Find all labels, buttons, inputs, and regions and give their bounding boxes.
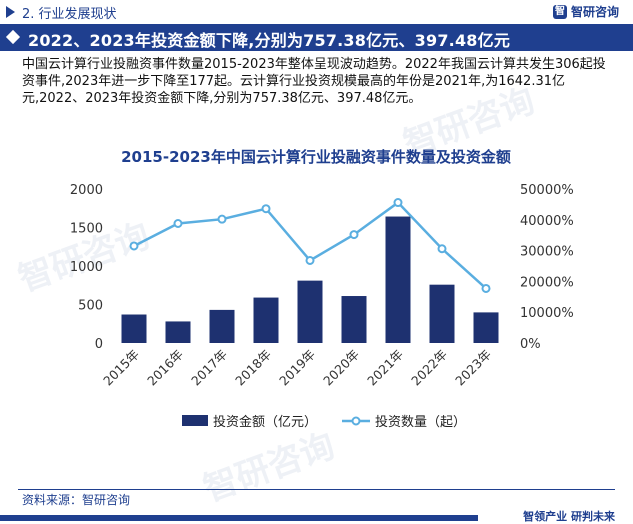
y-left-tick-label: 500 xyxy=(78,299,103,314)
slogan: 智领产业 研判未来 xyxy=(523,510,615,523)
bar xyxy=(429,284,455,343)
y-left-tick-label: 1000 xyxy=(70,260,103,275)
bottom-stripe xyxy=(0,515,478,521)
bar xyxy=(341,296,367,343)
x-tick-label: 2022年 xyxy=(408,347,450,389)
x-tick-label: 2019年 xyxy=(276,347,318,389)
y-left-tick-label: 2000 xyxy=(70,183,103,198)
x-tick-label: 2018年 xyxy=(232,347,274,389)
brand-logo-icon: 智 xyxy=(552,4,567,19)
bar xyxy=(165,321,191,343)
x-tick-label: 2016年 xyxy=(144,347,186,389)
series-line xyxy=(133,200,487,290)
legend-label-line: 投资数量（起） xyxy=(375,414,466,430)
x-tick-label: 2023年 xyxy=(452,347,494,389)
y-right-tick-label: 20000% xyxy=(520,275,574,290)
bottom-bar: 智领产业 研判未来 xyxy=(0,509,633,523)
x-axis: 2015年 2016年 2017年 2018年 2019年 2020年 2021年 2022年… xyxy=(100,347,494,389)
legend-swatch-point xyxy=(351,416,361,426)
top-section-bar: 2. 行业发展现状 智 智研咨询 xyxy=(0,0,633,24)
line-point xyxy=(437,244,447,254)
source-note: 资料来源：智研咨询 xyxy=(22,493,131,507)
bar xyxy=(253,297,279,343)
section-triangle-icon xyxy=(6,6,15,18)
chart-title: 2015-2023年中国云计算行业投融资事件数量及投资金额 xyxy=(121,148,511,166)
bar xyxy=(297,280,323,343)
footer-divider xyxy=(18,489,615,490)
x-tick-label: 2017年 xyxy=(188,347,230,389)
line-point xyxy=(129,241,139,251)
y-right-tick-label: 30000% xyxy=(520,245,574,260)
y-right-tick-label: 10000% xyxy=(520,306,574,321)
bar xyxy=(385,216,411,343)
bar-series xyxy=(121,216,499,343)
summary-paragraph: 中国云计算行业投融资事件数量2015-2023年整体呈现波动趋势。2022年我国… xyxy=(22,57,606,106)
x-tick-label: 2021年 xyxy=(364,347,406,389)
line-point xyxy=(305,255,315,265)
line-point xyxy=(349,230,359,240)
y-right-tick-label: 40000% xyxy=(520,214,574,229)
legend-label-bar: 投资金额（亿元） xyxy=(213,414,317,430)
y-axis-left: 0 500 1000 1500 2000 xyxy=(70,183,103,352)
y-left-tick-label: 0 xyxy=(95,337,103,352)
bar xyxy=(209,309,235,343)
line-point xyxy=(217,214,227,224)
chart: 2015-2023年中国云计算行业投融资事件数量及投资金额 0 500 1000 15… xyxy=(70,148,574,430)
headline-title: 2022、2023年投资金额下降,分别为757.38亿元、397.48亿元 xyxy=(28,31,511,50)
legend: 投资金额（亿元） 投资数量（起） xyxy=(182,414,466,430)
y-right-tick-label: 0% xyxy=(520,337,541,352)
y-right-tick-label: 50000% xyxy=(520,183,574,198)
line-point xyxy=(173,218,183,228)
x-tick-label: 2015年 xyxy=(100,347,142,389)
brand: 智 智研咨询 xyxy=(552,3,619,20)
bar xyxy=(473,312,499,343)
y-left-tick-label: 1500 xyxy=(70,222,103,237)
diamond-icon xyxy=(5,29,21,45)
legend-swatch-bar xyxy=(182,415,208,426)
line-series xyxy=(129,198,491,293)
bar xyxy=(121,314,147,343)
section-title: 2. 行业发展现状 xyxy=(22,7,117,22)
x-tick-label: 2020年 xyxy=(320,347,362,389)
headline-banner: 2022、2023年投资金额下降,分别为757.38亿元、397.48亿元 xyxy=(0,24,633,51)
line-point xyxy=(393,198,403,208)
line-point xyxy=(261,204,271,214)
line-point xyxy=(481,283,491,293)
brand-name: 智研咨询 xyxy=(570,5,619,19)
y-axis-right: 0% 10000% 20000% 30000% 40000% 50000% xyxy=(520,183,574,352)
